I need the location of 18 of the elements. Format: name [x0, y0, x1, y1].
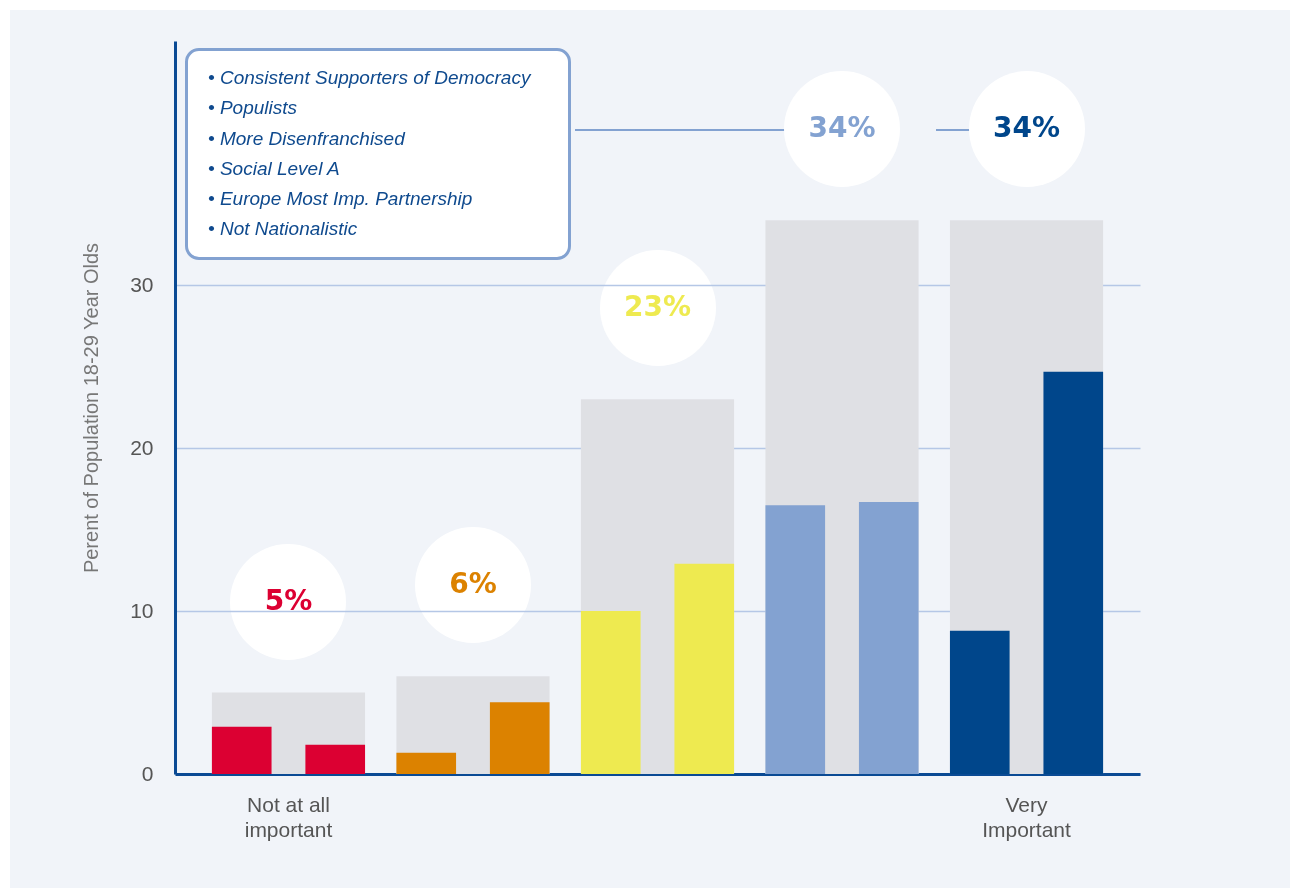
annotation: • Populists — [207, 96, 299, 121]
data-label: 6% — [449, 567, 497, 601]
y-tick-label: 30 — [130, 272, 154, 296]
data-label: 23% — [623, 290, 692, 324]
annotation: • Not Nationalistic — [207, 217, 359, 242]
y-axis-title: Perent of Population 18-29 Year Olds — [80, 242, 103, 574]
annotation: • Social Level A — [207, 156, 341, 181]
data-label: 34% — [993, 111, 1061, 145]
annotation: • More Disenfranchised — [207, 126, 407, 151]
y-tick-label: 10 — [130, 598, 154, 622]
x-tick-label: Very Important — [982, 792, 1072, 841]
y-tick-label: 0 — [141, 761, 154, 785]
data-label: 34% — [808, 111, 876, 145]
data-label: 5% — [264, 583, 313, 617]
annotation: • Europe Most Imp. Partnership — [207, 187, 474, 212]
y-tick-label: 20 — [130, 435, 154, 459]
annotation: • Consistent Supporters of Democracy — [207, 66, 533, 90]
x-tick-label: Not at all important — [244, 792, 333, 841]
